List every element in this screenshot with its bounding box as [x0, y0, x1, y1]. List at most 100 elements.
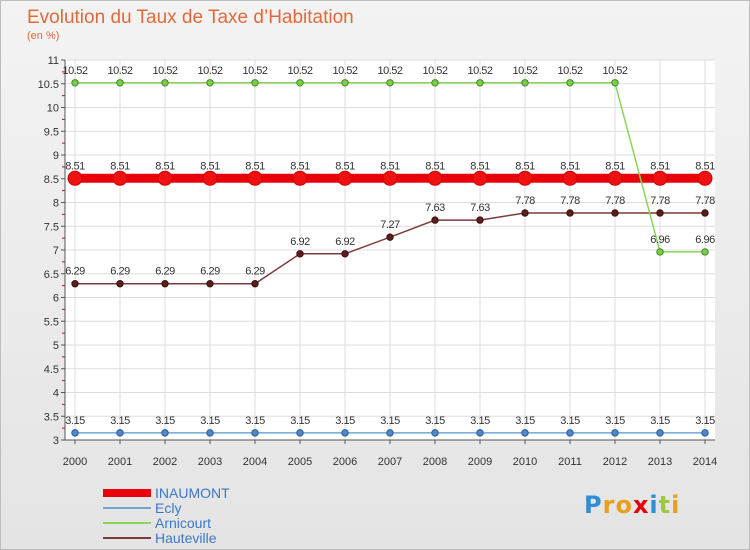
data-point-arnicourt [431, 79, 439, 87]
legend-swatch [103, 507, 151, 509]
x-tick-label: 2011 [558, 456, 582, 468]
data-point-ecly [566, 429, 574, 437]
legend-label: INAUMONT [155, 485, 230, 501]
data-label-inaumont: 8.51 [200, 160, 220, 172]
data-point-ecly [116, 429, 124, 437]
data-point-arnicourt [476, 79, 484, 87]
data-label-inaumont: 8.51 [425, 160, 445, 172]
y-tick-label: 11 [48, 55, 59, 67]
data-label-hauteville: 6.92 [335, 236, 355, 248]
data-label-ecly: 3.15 [515, 415, 535, 427]
data-label-arnicourt: 10.52 [602, 65, 627, 77]
data-label-inaumont: 8.51 [245, 160, 265, 172]
logo-letter: x [632, 491, 650, 519]
data-label-inaumont: 8.51 [380, 160, 400, 172]
logo-letter: i [649, 491, 659, 519]
y-tick-label: 10.5 [38, 79, 59, 91]
data-point-ecly [431, 429, 439, 437]
data-label-hauteville: 6.92 [290, 236, 310, 248]
data-label-ecly: 3.15 [155, 415, 175, 427]
data-point-hauteville [71, 280, 79, 288]
data-label-hauteville: 7.78 [560, 195, 580, 207]
data-label-inaumont: 8.51 [605, 160, 625, 172]
proxiti-logo: Proxiti [584, 491, 680, 519]
data-point-arnicourt [206, 79, 214, 87]
data-point-ecly [521, 429, 529, 437]
x-tick-label: 2014 [693, 456, 717, 468]
data-label-arnicourt: 10.52 [422, 65, 447, 77]
data-point-hauteville [296, 250, 304, 258]
data-label-ecly: 3.15 [425, 415, 445, 427]
data-point-ecly [386, 429, 394, 437]
x-tick-label: 2005 [288, 456, 312, 468]
data-point-hauteville [206, 280, 214, 288]
y-tick-label: 7.5 [44, 221, 59, 233]
data-point-inaumont [157, 170, 173, 186]
data-point-hauteville [161, 280, 169, 288]
data-point-hauteville [341, 250, 349, 258]
data-label-ecly: 3.15 [560, 415, 580, 427]
x-tick-label: 2008 [423, 456, 447, 468]
y-tick-label: 3 [53, 435, 59, 447]
legend-item-arnicourt: Arnicourt [103, 515, 303, 531]
data-label-arnicourt: 10.52 [377, 65, 402, 77]
data-label-inaumont: 8.51 [155, 160, 175, 172]
data-point-hauteville [701, 209, 709, 217]
x-tick-label: 2010 [513, 456, 537, 468]
legend-label: Arnicourt [155, 515, 212, 531]
data-label-hauteville: 6.29 [245, 266, 265, 278]
data-point-arnicourt [656, 248, 664, 256]
data-point-inaumont [472, 170, 488, 186]
data-point-hauteville [476, 216, 484, 224]
y-tick-label: 8 [53, 198, 59, 210]
legend-swatch [103, 537, 151, 539]
logo-letter: r [602, 491, 616, 519]
x-tick-label: 2000 [63, 456, 87, 468]
data-label-arnicourt: 10.52 [557, 65, 582, 77]
legend-label: Ecly [155, 500, 182, 516]
data-label-arnicourt: 6.96 [695, 234, 715, 246]
data-label-ecly: 3.15 [200, 415, 220, 427]
data-label-ecly: 3.15 [470, 415, 490, 427]
legend-item-inaumont: INAUMONT [103, 485, 303, 501]
data-point-hauteville [611, 209, 619, 217]
data-point-inaumont [247, 170, 263, 186]
data-label-ecly: 3.15 [650, 415, 670, 427]
data-point-ecly [611, 429, 619, 437]
data-point-inaumont [562, 170, 578, 186]
data-label-hauteville: 7.27 [380, 219, 400, 231]
data-label-hauteville: 6.29 [200, 266, 220, 278]
x-tick-label: 2007 [378, 456, 402, 468]
data-label-ecly: 3.15 [110, 415, 130, 427]
data-label-hauteville: 7.78 [605, 195, 625, 207]
data-label-hauteville: 6.29 [65, 266, 85, 278]
data-point-arnicourt [611, 79, 619, 87]
data-point-arnicourt [71, 79, 79, 87]
data-label-arnicourt: 10.52 [197, 65, 222, 77]
x-tick-label: 2004 [243, 456, 267, 468]
data-point-inaumont [697, 170, 713, 186]
data-point-ecly [71, 429, 79, 437]
data-label-arnicourt: 10.52 [242, 65, 267, 77]
data-label-inaumont: 8.51 [110, 160, 130, 172]
y-tick-label: 9 [53, 150, 59, 162]
y-tick-label: 7 [53, 245, 59, 257]
data-label-ecly: 3.15 [380, 415, 400, 427]
data-label-ecly: 3.15 [245, 415, 265, 427]
y-tick-label: 4 [53, 388, 59, 400]
x-tick-label: 2012 [603, 456, 627, 468]
data-point-hauteville [431, 216, 439, 224]
data-label-inaumont: 8.51 [65, 160, 85, 172]
data-label-arnicourt: 10.52 [512, 65, 537, 77]
data-label-inaumont: 8.51 [290, 160, 310, 172]
data-label-ecly: 3.15 [290, 415, 310, 427]
data-label-arnicourt: 6.96 [650, 234, 670, 246]
data-point-inaumont [112, 170, 128, 186]
data-point-ecly [476, 429, 484, 437]
legend-label: Hauteville [155, 530, 217, 546]
data-label-arnicourt: 10.52 [287, 65, 312, 77]
data-label-hauteville: 7.63 [470, 202, 490, 214]
data-point-ecly [341, 429, 349, 437]
data-point-inaumont [202, 170, 218, 186]
